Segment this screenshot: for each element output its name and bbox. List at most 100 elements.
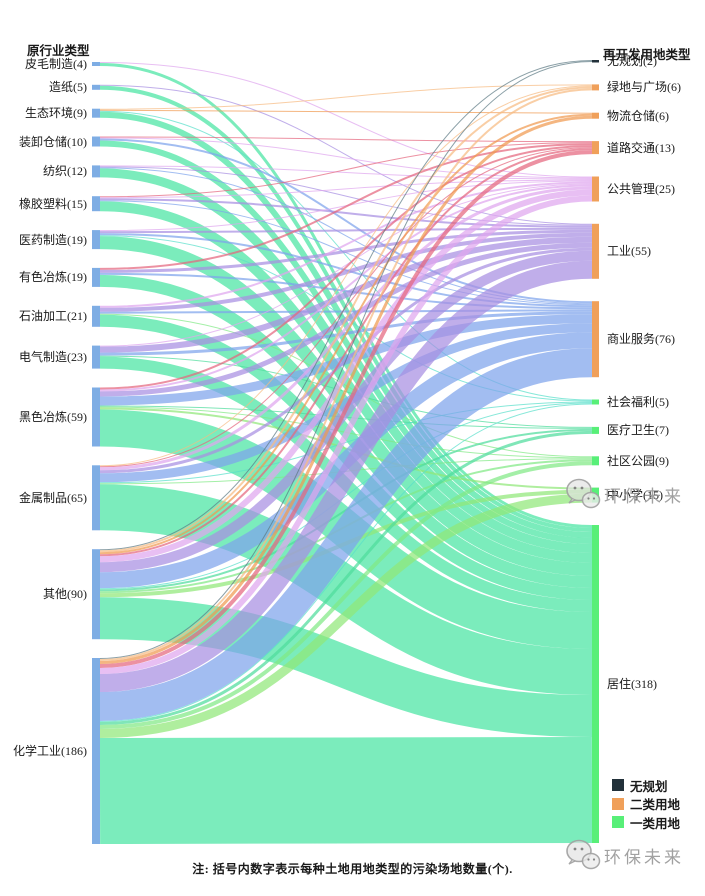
right-node — [592, 456, 599, 466]
left-node — [92, 108, 100, 118]
legend-label: 无规划 — [630, 779, 668, 794]
sankey-link — [99, 461, 593, 729]
left-node — [92, 165, 100, 178]
left-node-label: 皮毛制造(4) — [25, 57, 87, 71]
sankey-link — [99, 88, 593, 661]
left-node-label: 电气制造(23) — [19, 350, 87, 364]
sankey-link — [99, 148, 593, 557]
sankey-link — [99, 493, 593, 738]
left-node-label: 造纸(5) — [49, 80, 87, 94]
right-node — [592, 399, 599, 405]
left-node-label: 金属制品(65) — [19, 491, 87, 505]
sankey-link — [99, 115, 593, 664]
legend-item-class2-land: 二类用地 — [612, 795, 680, 814]
legend-swatch-no-plan — [612, 779, 624, 792]
watermark-text: 环保未来 — [604, 486, 684, 506]
sankey-link — [99, 136, 593, 143]
sankey-link — [99, 233, 593, 308]
sankey-link — [99, 229, 593, 273]
right-node-label: 商业服务(76) — [607, 332, 675, 346]
left-node-label: 石油加工(21) — [19, 309, 87, 323]
right-node-label: 社会福利(5) — [607, 395, 669, 409]
left-node — [92, 465, 100, 531]
legend-item-no-plan: 无规划 — [612, 776, 680, 795]
sankey-link — [99, 84, 593, 225]
sankey-link — [99, 145, 593, 390]
figure-footnote: 注: 括号内数字表示每种土地用地类型的污染场地数量(个). — [192, 862, 513, 876]
left-node — [92, 136, 100, 147]
right-column-title: 再开发用地类型 — [603, 48, 691, 62]
sankey-link — [99, 147, 593, 468]
right-node — [592, 525, 599, 843]
sankey-link — [99, 84, 593, 110]
left-node — [92, 84, 100, 90]
sankey-link — [99, 737, 593, 844]
sankey-link — [99, 60, 593, 551]
sankey-link — [99, 407, 593, 490]
right-node — [592, 112, 599, 119]
sankey-link — [99, 402, 593, 590]
left-node-label: 黑色冶炼(59) — [19, 410, 87, 424]
left-node-label: 橡胶塑料(15) — [19, 197, 87, 211]
wechat-sketch-icon — [566, 839, 601, 870]
legend-item-class1-land: 一类用地 — [612, 813, 680, 832]
right-node — [592, 223, 599, 279]
right-node-label: 公共管理(25) — [607, 182, 675, 196]
sankey-link — [99, 85, 593, 467]
wechat-sketch-icon — [566, 478, 601, 509]
sankey-link — [99, 401, 593, 484]
sankey-link — [99, 236, 593, 353]
right-node-label: 社区公园(9) — [607, 454, 669, 468]
sankey-link — [99, 181, 593, 308]
sankey-link — [99, 195, 593, 674]
right-node-label: 工业(55) — [607, 244, 651, 258]
right-node-label: 中小学(15) — [607, 488, 663, 502]
sankey-link — [99, 484, 593, 695]
sankey-link — [99, 184, 593, 392]
left-node — [92, 230, 100, 250]
left-node-label: 医药制造(19) — [19, 233, 87, 247]
left-node — [92, 549, 100, 640]
sankey-link — [99, 109, 593, 114]
legend-swatch-class2 — [612, 797, 624, 810]
left-node-label: 装卸仓储(10) — [19, 135, 87, 149]
left-node-label: 纺织(12) — [43, 164, 87, 178]
left-node — [92, 658, 100, 844]
right-node-label: 无规划(2) — [607, 54, 657, 68]
right-node-label: 绿地与广场(6) — [607, 80, 681, 94]
sankey-link — [99, 430, 593, 725]
left-node-label: 其他(90) — [43, 587, 87, 601]
legend-label: 一类用地 — [630, 816, 681, 831]
sankey-link — [99, 150, 593, 668]
sankey-link — [99, 61, 593, 659]
left-node — [92, 62, 100, 66]
left-node — [92, 345, 100, 369]
right-node-label: 居住(318) — [607, 677, 657, 691]
watermark-lower: 环保未来 — [565, 838, 684, 872]
sankey-link — [99, 201, 593, 563]
left-node-label: 化学工业(186) — [13, 744, 87, 758]
right-node — [592, 426, 599, 434]
right-node — [592, 84, 599, 91]
sankey-link — [99, 137, 593, 179]
sankey-link — [99, 113, 593, 555]
left-column-title: 原行业类型 — [27, 44, 90, 58]
sankey-link — [99, 348, 593, 721]
legend-label: 二类用地 — [630, 798, 681, 813]
right-node — [592, 141, 599, 155]
sankey-link — [99, 309, 593, 314]
sankey-link — [99, 183, 593, 347]
sankey-link — [99, 85, 593, 532]
right-node — [592, 60, 599, 63]
watermark-text: 环保未来 — [604, 847, 684, 867]
left-node — [92, 305, 100, 327]
left-node-label: 有色冶炼(19) — [19, 270, 87, 284]
sankey-link — [99, 227, 593, 234]
left-node-label: 生态环境(9) — [25, 106, 87, 120]
legend: 无规划 二类用地 一类用地 — [612, 776, 680, 832]
sankey-link — [99, 323, 593, 483]
sankey-link — [99, 272, 593, 310]
sankey-link — [99, 186, 593, 471]
right-node-label: 医疗卫生(7) — [607, 423, 669, 437]
